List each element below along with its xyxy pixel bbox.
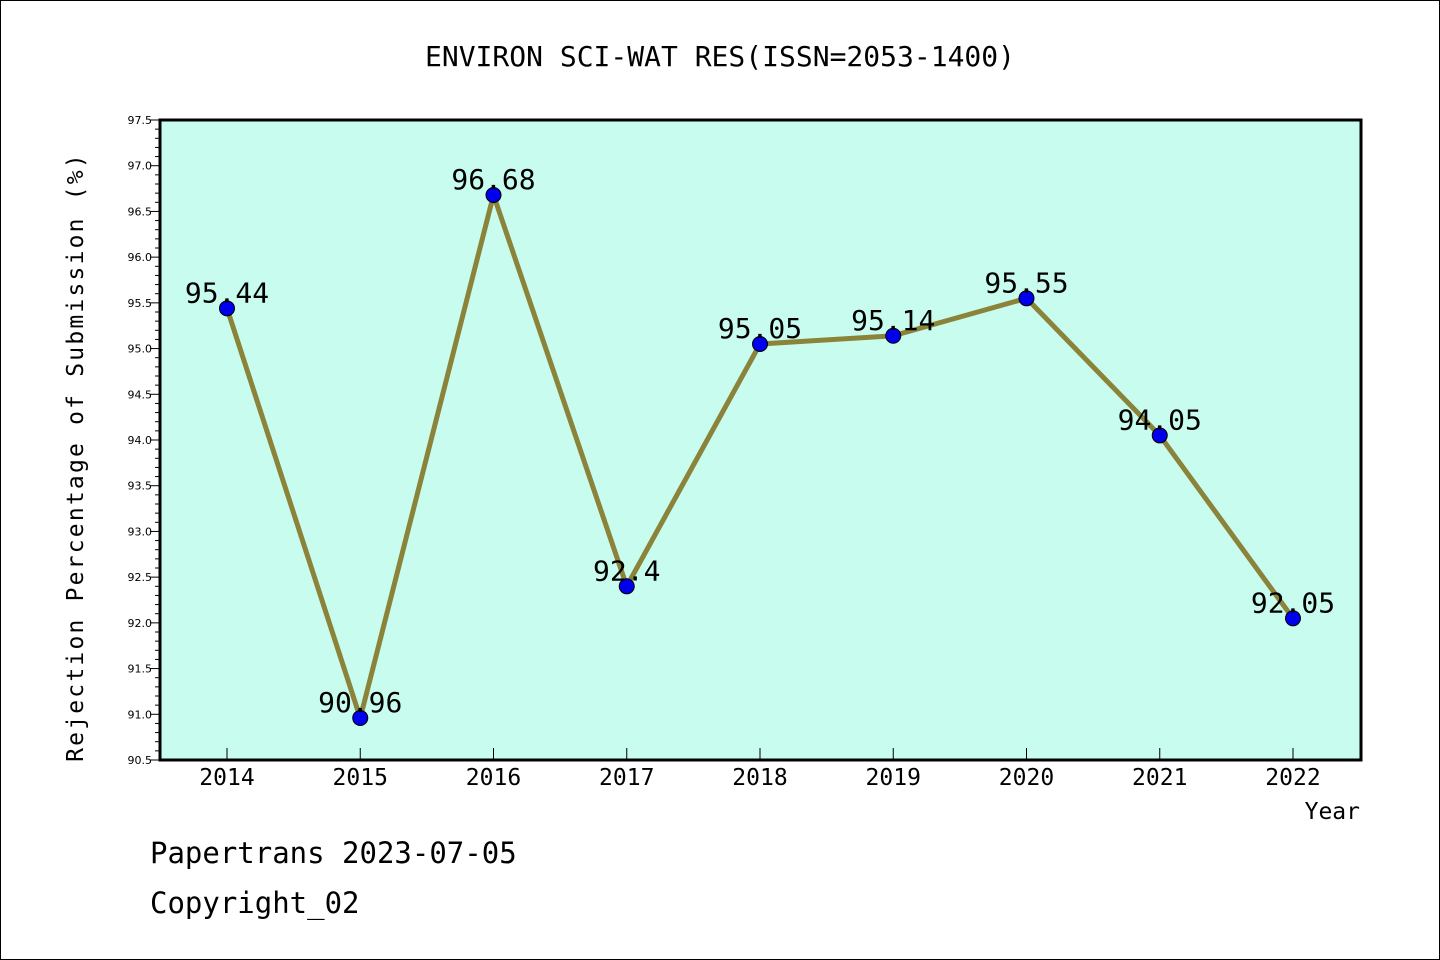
y-tick-label: 95.0	[128, 343, 153, 356]
chart-title: ENVIRON SCI-WAT RES(ISSN=2053-1400)	[425, 40, 1015, 73]
data-point-label: 95.05	[718, 312, 802, 345]
y-tick-label: 93.0	[128, 525, 153, 538]
data-point-marker	[1151, 427, 1168, 444]
y-tick-label: 96.0	[128, 251, 153, 264]
data-point-marker	[352, 709, 369, 726]
data-point-label: 95.44	[185, 276, 269, 309]
footer-copyright: Copyright_02	[150, 886, 360, 920]
data-point-marker	[885, 327, 902, 344]
y-axis: 90.5 91.0 91.5 92.0 92.5 93.0 93.5 94.0 94.5 95.0…	[128, 114, 160, 767]
y-tick-label: 96.5	[128, 205, 153, 218]
data-point-marker	[1018, 290, 1035, 307]
y-tick-label: 91.0	[128, 708, 153, 721]
y-tick-label: 95.5	[128, 297, 153, 310]
data-point-label: 92.4	[593, 554, 660, 587]
x-tick-label: 2022	[1265, 765, 1320, 791]
x-axis-title: Year	[1305, 799, 1360, 825]
data-point-label: 94.05	[1118, 403, 1202, 436]
x-tick-label: 2020	[999, 765, 1054, 791]
y-tick-label: 94.0	[128, 434, 153, 447]
y-tick-label: 97.0	[128, 160, 153, 173]
data-point-label: 92.05	[1251, 586, 1335, 619]
data-point-label: 90.96	[318, 686, 402, 719]
data-points	[219, 186, 1301, 726]
x-tick-label: 2018	[732, 765, 787, 791]
data-point-marker	[1285, 610, 1301, 627]
data-point-label: 95.55	[984, 266, 1068, 299]
data-labels: 95.44 90.96 96.68 92.4 95.05 95.14 95.55 94.05 9…	[185, 163, 1335, 719]
x-tick-label: 2017	[599, 765, 654, 791]
x-tick-label: 2014	[199, 765, 254, 791]
x-tick-label: 2019	[866, 765, 921, 791]
y-tick-label: 90.5	[128, 754, 153, 767]
data-point-marker	[752, 336, 768, 352]
x-axis: 2014 2015 2016 2017 2018 2019 2020 2021 2022	[199, 748, 1321, 791]
x-tick-label: 2021	[1132, 765, 1187, 791]
data-point-label: 96.68	[451, 163, 535, 196]
y-tick-label: 97.5	[128, 114, 153, 127]
x-tick-label: 2015	[333, 765, 388, 791]
x-tick-label: 2016	[466, 765, 521, 791]
data-point-label: 95.14	[851, 304, 935, 337]
data-point-marker	[618, 578, 635, 595]
data-point-marker	[219, 300, 235, 317]
footer-date: Papertrans 2023-07-05	[150, 836, 517, 870]
y-axis-title: Rejection Percentage of Submission (%)	[63, 152, 89, 762]
y-tick-label: 92.0	[128, 617, 153, 630]
y-tick-label: 93.5	[128, 480, 153, 493]
y-tick-label: 91.5	[128, 663, 153, 676]
data-point-marker	[485, 186, 502, 203]
y-tick-label: 94.5	[128, 388, 153, 401]
y-tick-label: 92.5	[128, 571, 153, 584]
